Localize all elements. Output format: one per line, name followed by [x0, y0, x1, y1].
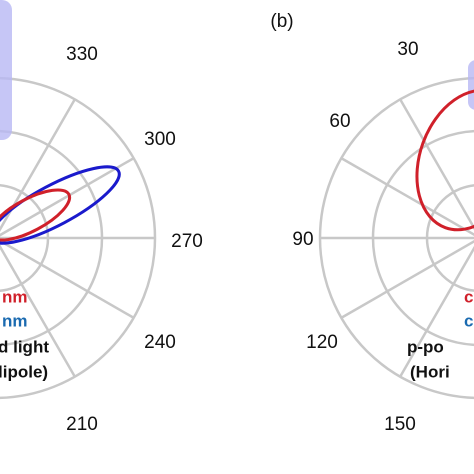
legend-entry: nm	[2, 287, 28, 306]
angle-label: 240	[144, 332, 176, 353]
right-polar-grid	[318, 60, 474, 400]
legend-entry: c	[464, 287, 473, 306]
spoke	[0, 239, 135, 320]
spoke	[398, 245, 474, 378]
angle-label: 60	[329, 111, 350, 132]
angle-label: 90	[292, 229, 313, 250]
spoke	[0, 98, 77, 232]
angle-label: 30	[397, 39, 418, 60]
red-lobe	[415, 88, 474, 232]
legend-entry: nm	[2, 311, 28, 330]
spoke	[0, 156, 135, 237]
spoke	[398, 98, 474, 231]
angle-label: 330	[66, 44, 98, 65]
blue-lobe	[0, 165, 121, 245]
spoke	[340, 156, 474, 236]
shaded-lobe	[0, 0, 12, 140]
angle-label: 120	[306, 332, 338, 353]
angle-label: 270	[171, 231, 203, 252]
panel-label: (b)	[270, 11, 293, 32]
legend-entry: p-po	[407, 337, 444, 356]
left-polar-grid	[0, 0, 157, 400]
shaded-lobe	[468, 60, 474, 110]
angle-label: 300	[144, 129, 176, 150]
angle-label: 150	[384, 414, 416, 435]
legend-entry: (Hori	[410, 362, 450, 381]
legend-entry: c	[464, 311, 473, 330]
red-lobe	[0, 188, 72, 242]
legend-entry: d light	[0, 337, 49, 356]
spoke	[0, 244, 77, 378]
legend-entry: lipole)	[0, 362, 48, 381]
angle-label: 210	[66, 414, 98, 435]
spoke	[340, 240, 474, 320]
